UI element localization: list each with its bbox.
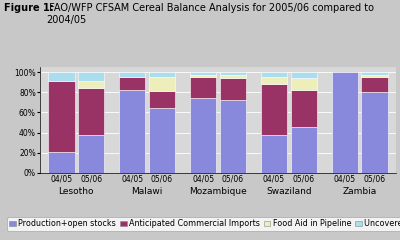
Bar bbox=[261, 72, 287, 77]
Bar bbox=[48, 81, 75, 152]
Bar bbox=[190, 72, 216, 75]
Bar bbox=[220, 100, 246, 173]
Text: Zambia: Zambia bbox=[343, 187, 377, 196]
Bar bbox=[48, 72, 75, 81]
Bar bbox=[290, 90, 317, 126]
Bar bbox=[261, 135, 287, 173]
Bar bbox=[361, 92, 388, 173]
Bar bbox=[149, 108, 175, 173]
Bar bbox=[290, 126, 317, 173]
Bar bbox=[361, 75, 388, 77]
Legend: Production+open stocks, Anticipated Commercial Imports, Food Aid in Pipeline, Un: Production+open stocks, Anticipated Comm… bbox=[7, 217, 400, 231]
Bar bbox=[149, 91, 175, 108]
Bar bbox=[361, 77, 388, 92]
Bar bbox=[220, 75, 246, 78]
Text: Lesotho: Lesotho bbox=[58, 187, 94, 196]
Bar bbox=[261, 77, 287, 84]
Bar bbox=[78, 88, 104, 135]
Bar bbox=[119, 77, 146, 90]
Bar bbox=[78, 135, 104, 173]
Text: Swaziland: Swaziland bbox=[266, 187, 312, 196]
Text: Mozambique: Mozambique bbox=[189, 187, 247, 196]
Bar bbox=[261, 84, 287, 135]
Bar bbox=[78, 72, 104, 81]
Bar bbox=[119, 72, 146, 77]
Bar bbox=[290, 72, 317, 78]
Bar bbox=[361, 72, 388, 75]
Bar bbox=[190, 98, 216, 173]
Text: FAO/WFP CFSAM Cereal Balance Analysis for 2005/06 compared to 2004/05: FAO/WFP CFSAM Cereal Balance Analysis fo… bbox=[46, 3, 374, 25]
Text: Malawi: Malawi bbox=[132, 187, 163, 196]
Bar bbox=[119, 90, 146, 173]
Bar bbox=[220, 78, 246, 100]
Bar bbox=[290, 78, 317, 90]
Bar bbox=[190, 77, 216, 98]
Bar bbox=[190, 75, 216, 77]
Bar bbox=[78, 81, 104, 88]
Bar bbox=[220, 72, 246, 75]
Bar bbox=[48, 152, 75, 173]
Bar bbox=[149, 72, 175, 77]
Text: Figure 1:: Figure 1: bbox=[4, 3, 54, 13]
Bar bbox=[149, 77, 175, 91]
Bar bbox=[332, 72, 358, 173]
